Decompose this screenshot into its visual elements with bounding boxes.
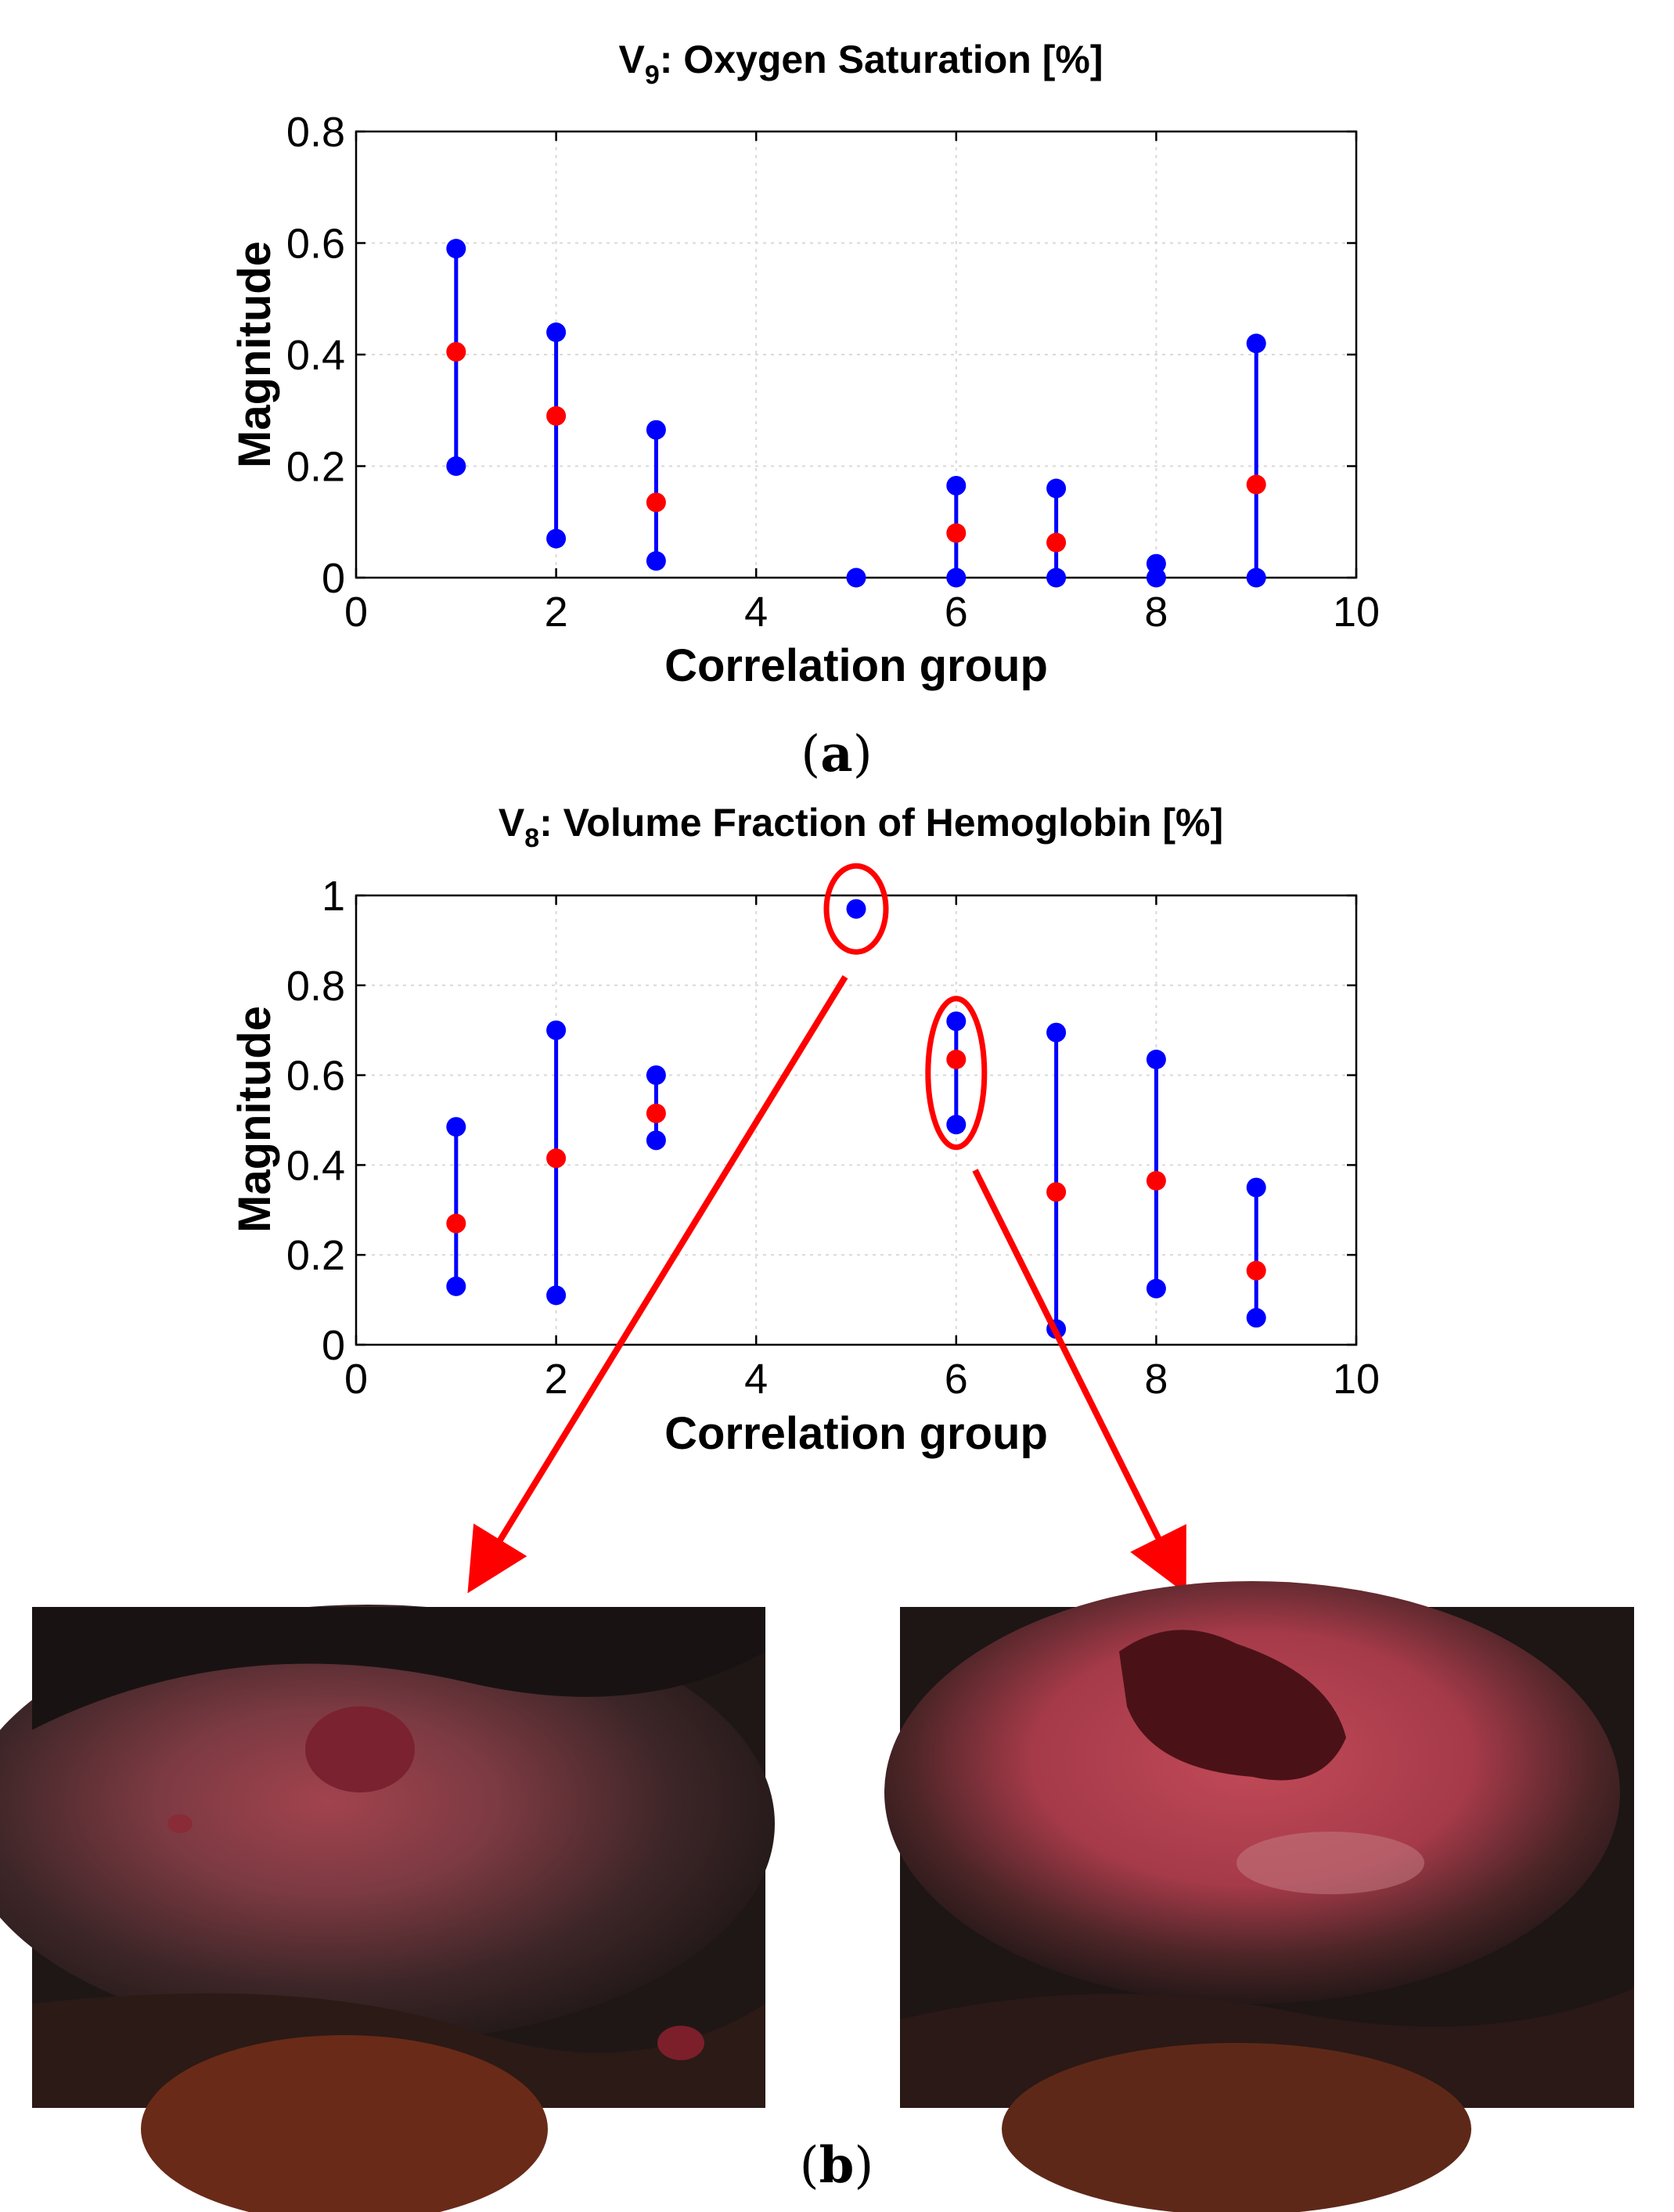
chart-a-mean-point: [446, 341, 466, 362]
chart-a-max-point: [846, 567, 866, 588]
panel-a-label: (a): [801, 725, 872, 784]
chart-b-plot-area: [355, 894, 1358, 1346]
chart-b-y-tick-label: 1: [322, 873, 345, 920]
chart-a-x-tick-label: 10: [1333, 589, 1380, 636]
chart-a-mean-point: [946, 523, 967, 543]
chart-a-max-point: [1146, 553, 1166, 574]
chart-b-mean-point: [946, 1050, 967, 1070]
chart-a-title-rest: : Oxygen Saturation [%]: [660, 38, 1103, 81]
chart-a-min-point: [946, 567, 967, 588]
chart-a-title-prefix: V: [618, 38, 645, 81]
chart-b-highlight-ellipse: [925, 996, 988, 1151]
chart-b-mean-point: [1146, 1170, 1166, 1191]
chart-a-min-point: [646, 551, 666, 571]
chart-b-min-point: [446, 1276, 466, 1296]
chart-b-min-point: [646, 1130, 666, 1151]
arrow-to-right-photo: [972, 1169, 1186, 1594]
left-photo: [0, 1605, 775, 2212]
chart-a-max-point: [546, 322, 567, 342]
chart-b-y-label: Magnitude: [229, 1006, 280, 1233]
chart-a-y-tick-label: 0.4: [286, 332, 345, 379]
chart-a-x-tick-label: 0: [344, 589, 368, 636]
chart-a-title-subscript: 9: [645, 60, 660, 90]
chart-b-max-point: [846, 899, 866, 919]
chart-b-y-tick-label: 0.2: [286, 1232, 345, 1279]
chart-b-y-tick-label: 0.6: [286, 1053, 345, 1100]
chart-a-max-point: [1246, 333, 1266, 354]
chart-a-mean-point: [1046, 532, 1067, 553]
chart-a-min-point: [1146, 567, 1166, 588]
chart-b-title-rest: : Volume Fraction of Hemoglobin [%]: [539, 801, 1223, 845]
chart-a-min-point: [1046, 567, 1067, 588]
chart-a-max-point: [646, 420, 666, 440]
chart-b-mean-point: [546, 1148, 567, 1169]
chart-oxygen-saturation: V9: Oxygen Saturation [%] 0 2 4 6 8 10 0 0.2 0.4…: [229, 38, 1380, 691]
chart-a-max-point: [446, 239, 466, 259]
right-photo: [884, 1581, 1634, 2212]
chart-a-x-label: Correlation group: [664, 640, 1048, 691]
chart-b-marks: [446, 899, 1266, 1339]
chart-a-y-tick-label: 0.6: [286, 221, 345, 268]
chart-b-max-point: [546, 1020, 567, 1040]
chart-b-min-point: [1246, 1308, 1266, 1328]
chart-b-tick-labels: 0 2 4 6 8 10 0 0.2 0.4 0.6 0.8 1: [286, 873, 1380, 1403]
chart-b-max-point: [646, 1065, 666, 1086]
chart-b-x-tick-label: 4: [744, 1356, 768, 1403]
chart-b-title: V8: Volume Fraction of Hemoglobin [%]: [499, 801, 1223, 853]
chart-b-grid: [356, 895, 1356, 1345]
arrow-to-left-photo: [467, 975, 848, 1594]
chart-b-max-point: [1146, 1050, 1166, 1070]
chart-b-x-tick-label: 6: [945, 1356, 968, 1403]
chart-b-y-tick-label: 0: [322, 1322, 345, 1369]
chart-a-min-point: [1246, 567, 1266, 588]
chart-b-ticks: [355, 894, 1358, 1346]
chart-b-mean-point: [1046, 1182, 1067, 1202]
chart-b-highlight-ellipse: [823, 863, 889, 955]
chart-a-grid: [356, 131, 1356, 578]
chart-b-max-point: [446, 1117, 466, 1137]
panel-b-label: (b): [800, 2136, 874, 2195]
chart-b-y-tick-label: 0.8: [286, 963, 345, 1010]
chart-b-highlights: [823, 863, 988, 1151]
chart-a-x-tick-label: 4: [744, 589, 768, 636]
chart-a-x-tick-label: 6: [945, 589, 968, 636]
chart-b-y-tick-label: 0.4: [286, 1142, 345, 1189]
chart-a-mean-point: [1246, 474, 1266, 495]
chart-a-tick-labels: 0 2 4 6 8 10 0 0.2 0.4 0.6 0.8: [286, 109, 1380, 636]
chart-b-x-tick-label: 10: [1333, 1356, 1380, 1403]
chart-a-mean-point: [646, 492, 666, 513]
chart-a-y-tick-label: 0.2: [286, 444, 345, 491]
chart-b-min-point: [1146, 1278, 1166, 1299]
chart-a-marks: [446, 239, 1266, 588]
chart-b-x-tick-label: 8: [1144, 1356, 1168, 1403]
chart-b-mean-point: [446, 1213, 466, 1234]
chart-b-x-tick-label: 0: [344, 1356, 368, 1403]
chart-a-mean-point: [546, 405, 567, 426]
chart-b-min-point: [546, 1285, 567, 1306]
chart-b-title-prefix: V: [499, 801, 525, 845]
chart-b-mean-point: [1246, 1260, 1266, 1281]
chart-b-mean-point: [646, 1103, 666, 1123]
chart-a-max-point: [946, 475, 967, 495]
chart-a-min-point: [446, 456, 466, 476]
chart-b-x-label: Correlation group: [664, 1408, 1048, 1459]
chart-b-max-point: [1046, 1022, 1067, 1043]
chart-a-title: V9: Oxygen Saturation [%]: [618, 38, 1103, 90]
chart-a-min-point: [546, 528, 567, 549]
chart-a-x-tick-label: 2: [545, 589, 568, 636]
chart-b-title-subscript: 8: [524, 823, 539, 853]
chart-b-max-point: [1246, 1177, 1266, 1198]
chart-a-max-point: [1046, 478, 1067, 499]
chart-b-max-point: [946, 1011, 967, 1032]
chart-b-x-tick-label: 2: [545, 1356, 568, 1403]
chart-a-y-tick-label: 0: [322, 555, 345, 602]
chart-b-min-point: [946, 1115, 967, 1135]
chart-a-x-tick-label: 8: [1144, 589, 1168, 636]
chart-a-y-tick-label: 0.8: [286, 109, 345, 156]
chart-a-y-label: Magnitude: [229, 241, 280, 468]
